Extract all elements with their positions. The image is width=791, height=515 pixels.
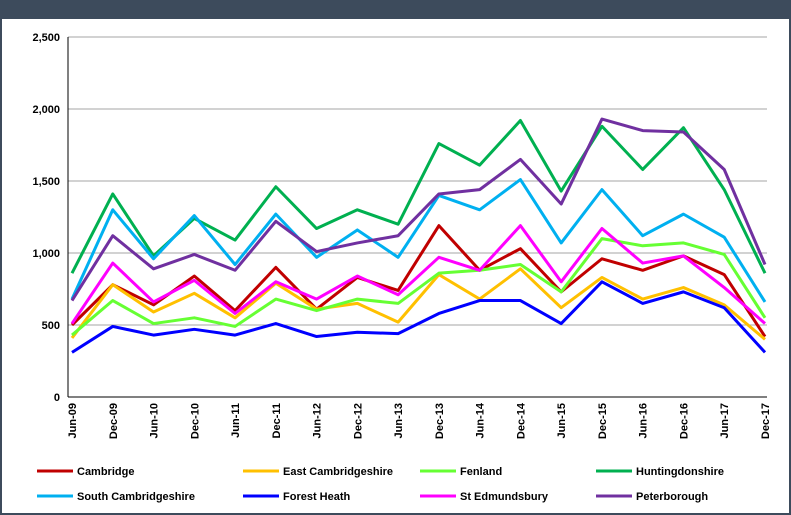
series-line xyxy=(70,119,767,274)
x-tick-label: Jun-10 xyxy=(149,403,161,438)
series-line xyxy=(70,224,767,338)
x-tick-label: Dec-14 xyxy=(515,402,527,439)
x-tick-label: Dec-11 xyxy=(271,403,283,438)
x-tick-label: Dec-09 xyxy=(108,403,120,439)
y-tick-label: 1,000 xyxy=(32,248,60,260)
x-tick-label: Jun-12 xyxy=(312,403,324,438)
series-line xyxy=(70,178,767,303)
x-tick-label: Dec-13 xyxy=(434,403,446,439)
x-tick-label: Jun-09 xyxy=(67,403,79,438)
x-tick-label: Jun-15 xyxy=(556,403,568,438)
legend-label: Huntingdonshire xyxy=(636,466,724,478)
legend-label: South Cambridgeshire xyxy=(77,491,195,503)
series-line xyxy=(70,224,766,325)
x-tick-label: Dec-16 xyxy=(678,403,690,439)
legend-label: St Edmundsbury xyxy=(460,491,549,503)
frame xyxy=(0,17,791,515)
legend-label: Forest Heath xyxy=(283,491,351,503)
x-tick-label: Dec-10 xyxy=(189,403,201,439)
legend-label: Cambridge xyxy=(77,466,134,478)
x-tick-label: Jun-13 xyxy=(393,403,405,438)
header-bar xyxy=(0,0,791,18)
x-tick-label: Dec-15 xyxy=(597,403,609,439)
x-tick-label: Dec-17 xyxy=(760,403,772,439)
x-tick-label: Jun-16 xyxy=(638,403,650,438)
y-tick-label: 0 xyxy=(54,392,60,404)
y-tick-label: 2,500 xyxy=(32,32,60,44)
legend-label: East Cambridgeshire xyxy=(283,466,393,478)
series-line xyxy=(70,267,766,341)
y-tick-label: 1,500 xyxy=(32,176,60,188)
x-tick-label: Jun-14 xyxy=(475,402,487,438)
series-line xyxy=(70,117,767,302)
y-tick-label: 500 xyxy=(42,320,60,332)
series-line xyxy=(71,280,767,354)
series-line xyxy=(71,237,767,337)
legend-label: Peterborough xyxy=(636,491,708,503)
legend-label: Fenland xyxy=(460,466,502,478)
y-tick-label: 2,000 xyxy=(32,104,60,116)
x-tick-label: Jun-17 xyxy=(719,403,731,438)
x-tick-label: Jun-11 xyxy=(230,403,242,438)
x-tick-label: Dec-12 xyxy=(352,403,364,439)
